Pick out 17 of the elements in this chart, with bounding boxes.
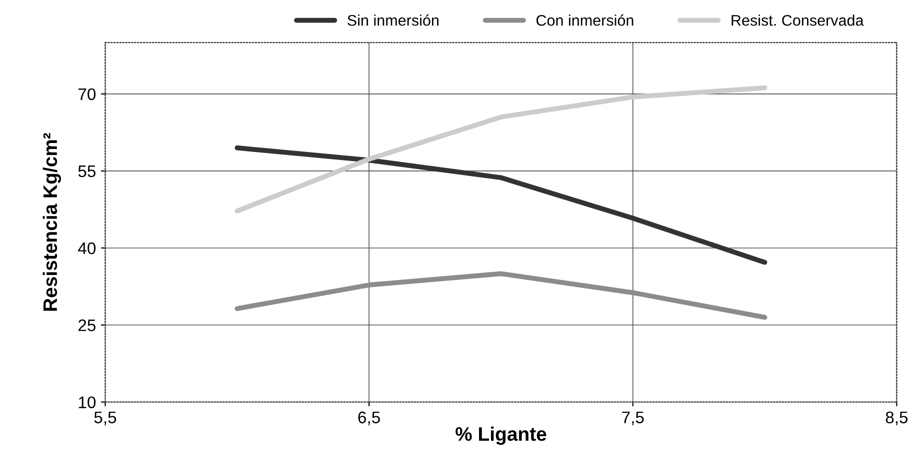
y-tick-label: 10: [78, 396, 96, 408]
line-series: [234, 85, 768, 214]
x-tick-label: 5,5: [94, 412, 116, 426]
x-tick-label: 8,5: [886, 412, 908, 426]
x-tick-label: 7,5: [622, 412, 644, 426]
line-series: [234, 145, 768, 265]
y-axis-title: Resistencia Kg/cm²: [42, 133, 61, 311]
legend-label: Con inmersión: [536, 14, 634, 26]
y-tick-label: 40: [78, 242, 96, 254]
y-tick-label: 25: [78, 319, 96, 332]
line-series: [234, 271, 768, 320]
legend-label: Sin inmersión: [348, 14, 438, 26]
y-tick-label: 70: [78, 88, 96, 100]
x-tick-label: 6,5: [358, 412, 380, 426]
y-tick-label: 55: [78, 166, 96, 178]
legend-label: Resist. Conservada: [732, 14, 864, 26]
x-axis-title: % Ligante: [456, 426, 546, 445]
